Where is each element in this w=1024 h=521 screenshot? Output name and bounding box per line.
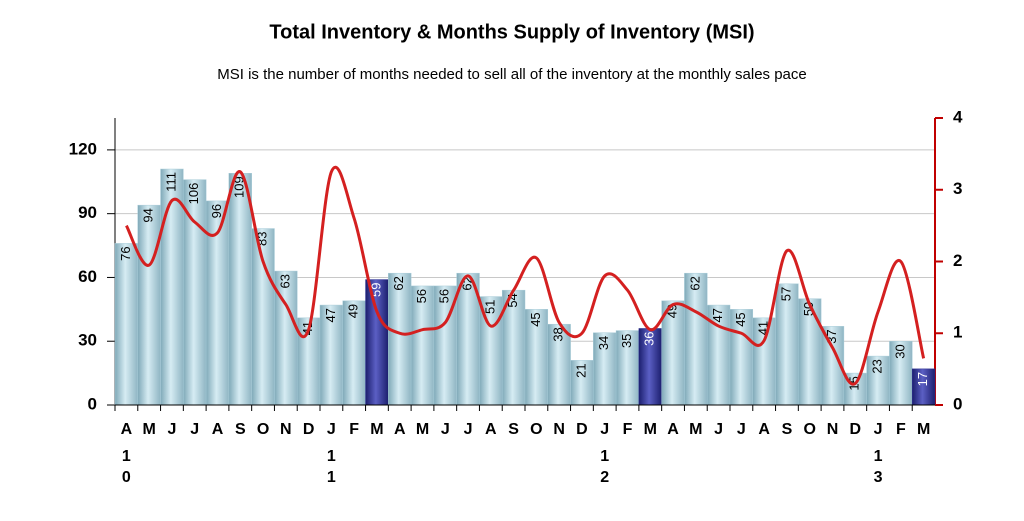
value-label: 76 (118, 246, 133, 260)
x-tick-label: N (827, 421, 839, 438)
value-label: 34 (596, 336, 611, 350)
x-tick-label: J (190, 421, 199, 438)
y2-tick-label: 2 (953, 251, 962, 270)
value-label: 17 (915, 372, 930, 386)
x-tick-label: A (758, 421, 770, 438)
y-tick-label: 0 (88, 394, 97, 413)
x-tick-label: M (370, 421, 383, 438)
value-label: 94 (141, 208, 156, 222)
x-tick-label: A (121, 421, 133, 438)
value-label: 38 (551, 327, 566, 341)
value-label: 106 (186, 183, 201, 205)
x-tick-label: O (257, 421, 269, 438)
x-tick-label: J (714, 421, 723, 438)
y2-tick-label: 1 (953, 323, 962, 342)
x-tick-label: J (167, 421, 176, 438)
value-label: 96 (209, 204, 224, 218)
x-tick-label: F (623, 421, 633, 438)
y2-tick-label: 3 (953, 179, 962, 198)
x-tick-label: D (303, 421, 315, 438)
value-label: 23 (869, 359, 884, 373)
x-tick-label: F (349, 421, 359, 438)
x-tick-label: J (874, 421, 883, 438)
x-tick-label: F (896, 421, 906, 438)
bar (228, 173, 252, 406)
bar (388, 272, 412, 406)
y-tick-label: 90 (78, 203, 97, 222)
y-tick-label: 120 (69, 139, 97, 158)
year-label: 11 (323, 448, 340, 490)
value-label: 36 (642, 331, 657, 345)
x-tick-label: S (782, 421, 793, 438)
value-label: 109 (232, 176, 247, 198)
bar (365, 279, 389, 406)
year-label: 10 (118, 448, 135, 490)
value-label: 30 (892, 344, 907, 358)
bar (137, 204, 161, 406)
x-tick-label: M (416, 421, 429, 438)
x-tick-label: J (600, 421, 609, 438)
value-label: 47 (710, 308, 725, 322)
value-label: 62 (687, 276, 702, 290)
value-label: 57 (778, 287, 793, 301)
value-label: 51 (482, 300, 497, 314)
x-tick-label: J (464, 421, 473, 438)
x-tick-label: D (849, 421, 861, 438)
x-tick-label: J (441, 421, 450, 438)
value-label: 49 (346, 304, 361, 318)
x-tick-label: M (644, 421, 657, 438)
x-tick-label: N (280, 421, 292, 438)
x-tick-label: J (737, 421, 746, 438)
x-tick-label: A (212, 421, 224, 438)
chart-title: Total Inventory & Months Supply of Inven… (269, 21, 754, 43)
value-label: 45 (528, 312, 543, 326)
x-tick-label: M (143, 421, 156, 438)
y-tick-label: 30 (78, 331, 97, 350)
x-tick-label: A (667, 421, 679, 438)
chart-subtitle: MSI is the number of months needed to se… (217, 66, 807, 83)
x-tick-label: M (689, 421, 702, 438)
x-tick-label: O (803, 421, 815, 438)
x-tick-label: A (485, 421, 497, 438)
x-tick-label: S (235, 421, 246, 438)
value-label: 63 (277, 274, 292, 288)
value-label: 56 (414, 289, 429, 303)
value-label: 56 (437, 289, 452, 303)
y-tick-label: 60 (78, 267, 97, 286)
value-label: 47 (323, 308, 338, 322)
x-tick-label: A (394, 421, 406, 438)
value-label: 35 (619, 334, 634, 348)
x-tick-label: S (508, 421, 519, 438)
value-label: 45 (733, 312, 748, 326)
msi-line (125, 165, 926, 386)
year-label: 13 (870, 448, 887, 490)
x-tick-label: D (576, 421, 588, 438)
x-tick-label: J (327, 421, 336, 438)
bar (684, 272, 708, 406)
y2-tick-label: 0 (953, 394, 962, 413)
y2-tick-label: 4 (953, 107, 963, 126)
value-label: 21 (573, 363, 588, 377)
bar (114, 243, 139, 406)
x-tick-label: M (917, 421, 930, 438)
value-label: 62 (391, 276, 406, 290)
bar (251, 228, 275, 406)
value-label: 111 (163, 172, 178, 192)
x-tick-label: N (553, 421, 565, 438)
year-label: 12 (596, 448, 613, 490)
x-tick-label: O (530, 421, 542, 438)
